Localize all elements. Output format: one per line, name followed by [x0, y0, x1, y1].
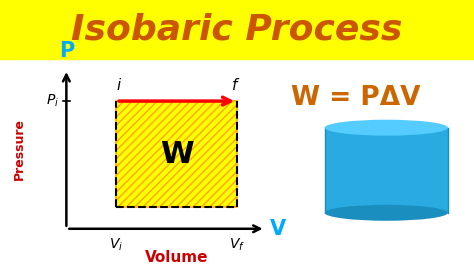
Bar	[325, 128, 448, 213]
Bar	[0, 0, 474, 59]
Text: W = PΔV: W = PΔV	[291, 85, 420, 111]
Text: Pressure: Pressure	[12, 118, 26, 180]
Ellipse shape	[325, 120, 448, 136]
Text: $V_i$: $V_i$	[109, 236, 123, 253]
Text: $V_f$: $V_f$	[229, 236, 245, 253]
Text: V: V	[270, 219, 286, 239]
Text: P: P	[59, 41, 74, 61]
Text: Isobaric Process: Isobaric Process	[71, 12, 403, 46]
Text: i: i	[117, 78, 120, 93]
Text: f: f	[232, 78, 237, 93]
Text: Volume: Volume	[145, 250, 208, 265]
Text: $P_i$: $P_i$	[46, 93, 59, 109]
Bar	[116, 101, 237, 207]
Text: W: W	[160, 140, 193, 169]
Ellipse shape	[325, 205, 448, 221]
Bar	[116, 101, 237, 207]
